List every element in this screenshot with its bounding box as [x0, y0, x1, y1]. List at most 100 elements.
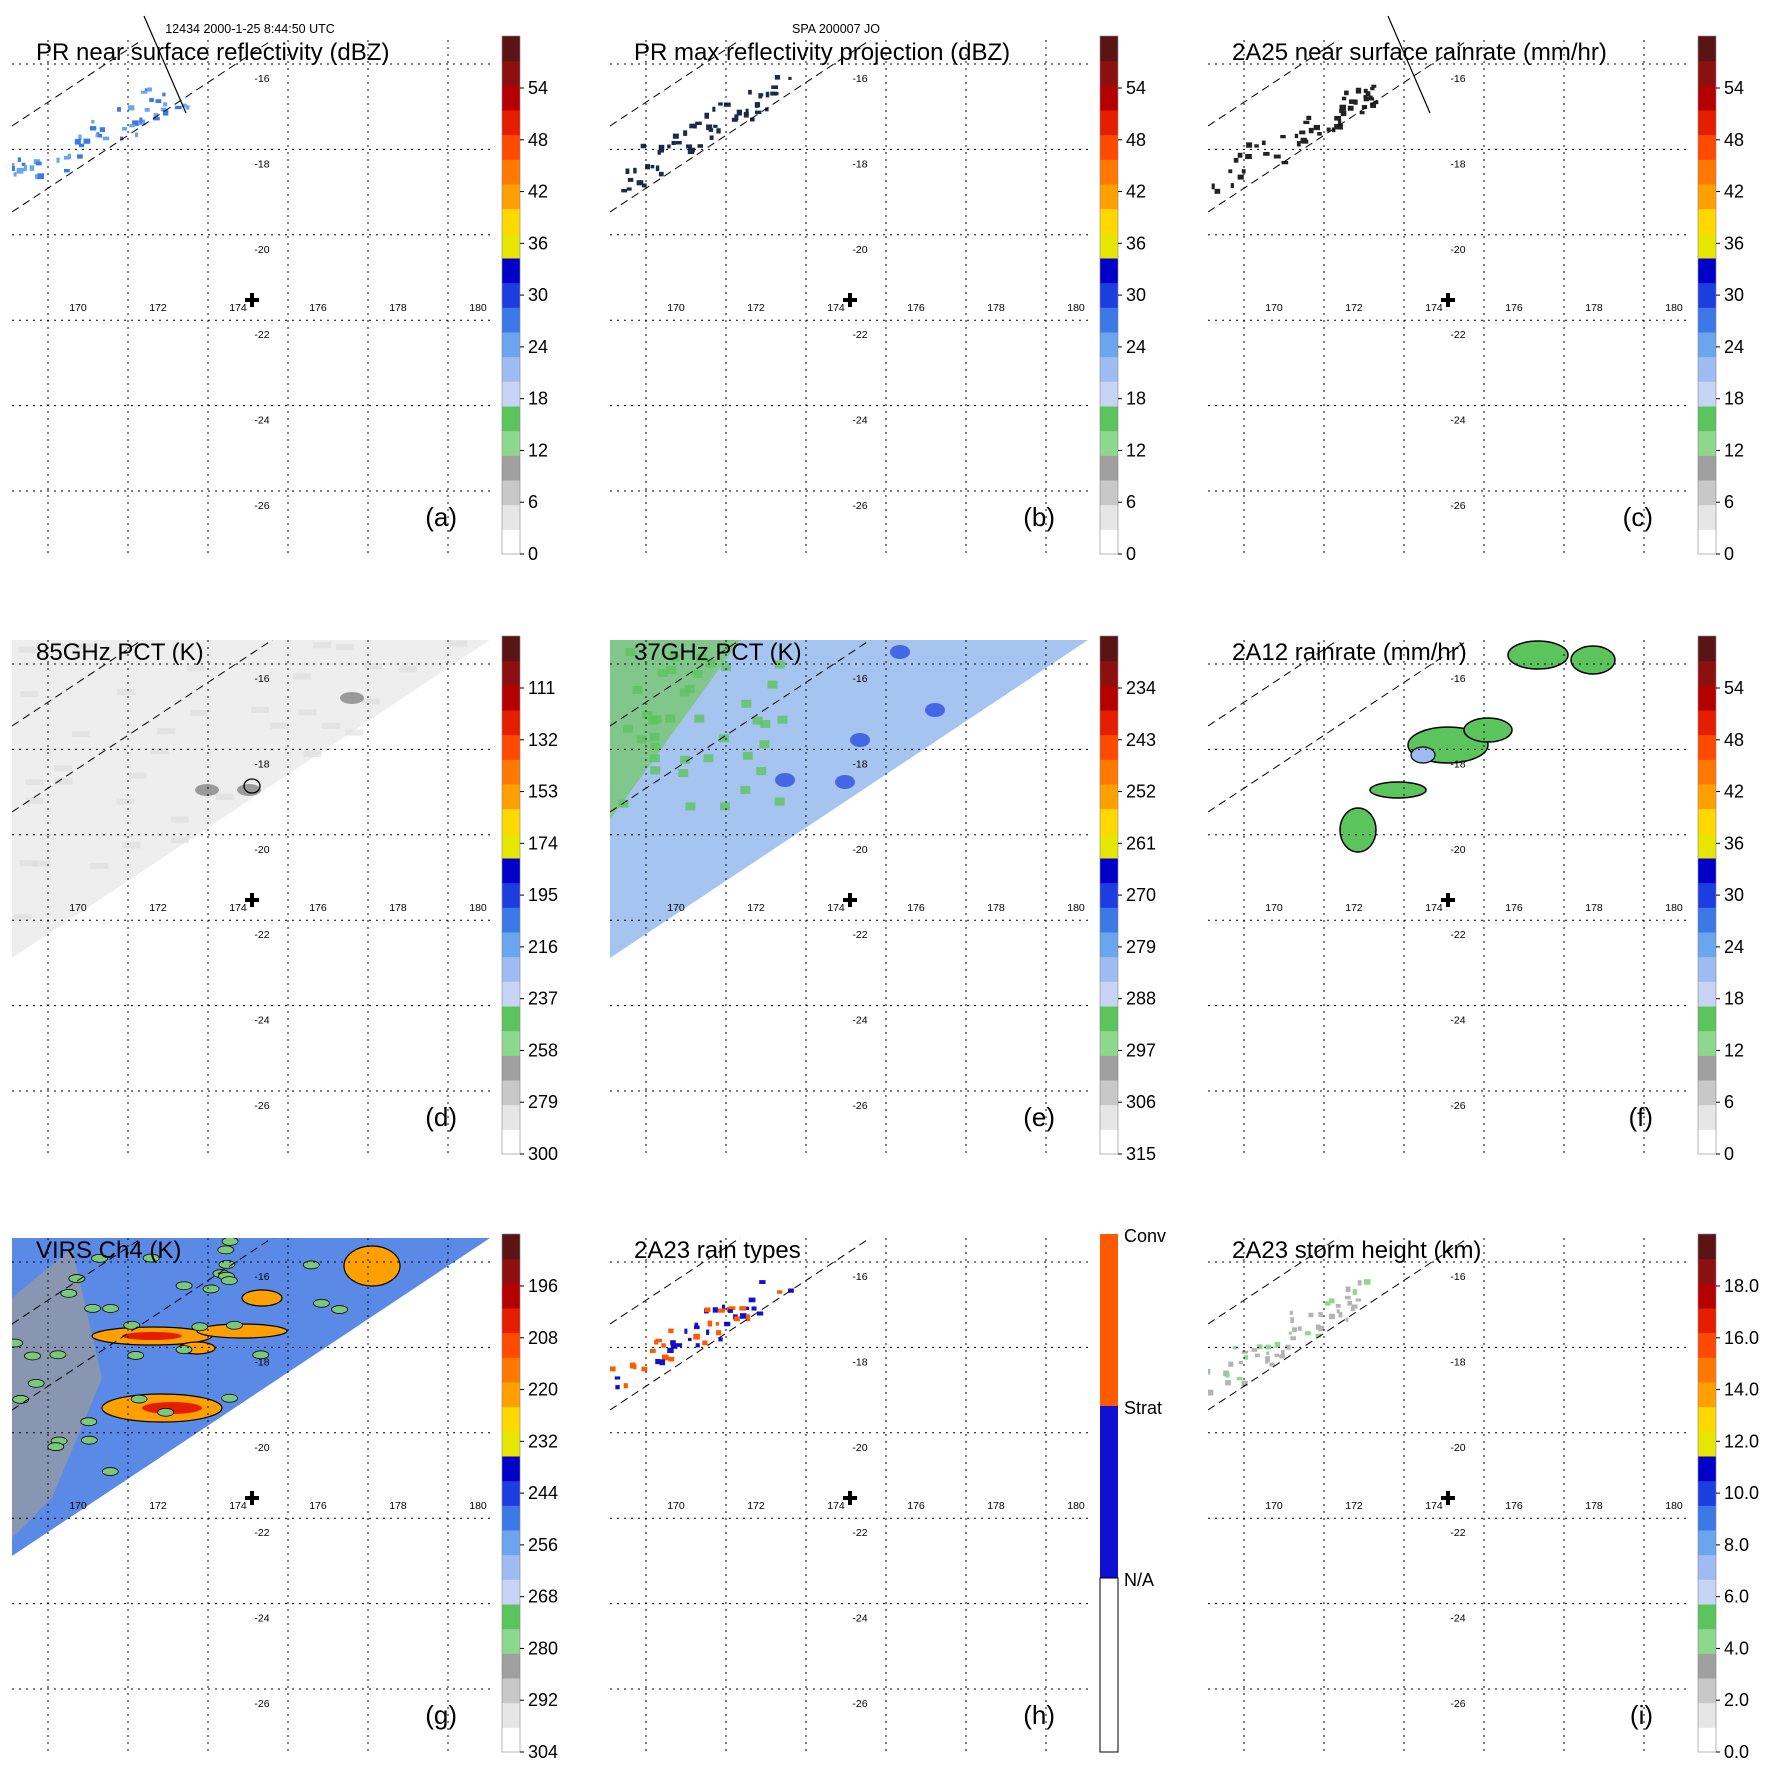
- rain-area: [1369, 781, 1427, 799]
- rain-cell: [649, 732, 660, 741]
- echo-pixel: [754, 102, 761, 108]
- colorbar-segment: [1100, 208, 1118, 234]
- colorbar-segment: [1100, 110, 1118, 136]
- colorbar-label: 6: [1724, 1092, 1734, 1112]
- colorbar-label: 54: [1126, 78, 1146, 98]
- colorbar-segment: [1698, 529, 1716, 555]
- green-patch: [12, 1395, 30, 1404]
- colorbar-label: 306: [1126, 1092, 1156, 1112]
- pct-cell: [298, 709, 317, 716]
- colorbar-label: 6: [528, 492, 538, 512]
- lat-tick-label: -18: [852, 158, 867, 170]
- rain-cell: [684, 684, 695, 693]
- lon-tick-label: 176: [1505, 1500, 1523, 1512]
- echo-pixel: [1324, 1301, 1331, 1306]
- colorbar-label: 4.0: [1724, 1638, 1749, 1658]
- echo-pixel: [1285, 1344, 1291, 1350]
- colorbar-segment: [502, 956, 520, 982]
- colorbar-segment: [502, 134, 520, 160]
- colorbar-label: 48: [1724, 730, 1744, 750]
- lon-tick-label: 170: [667, 902, 685, 914]
- colorbar-segment: [502, 381, 520, 407]
- lat-tick-label: -24: [254, 1015, 269, 1027]
- colorbar-segment: [502, 406, 520, 432]
- colorbar-segment: [1100, 307, 1118, 333]
- echo-pixel: [1269, 1362, 1275, 1367]
- pct-cell: [54, 765, 73, 772]
- echo-pixel: [64, 168, 70, 173]
- echo-pixel: [1244, 1355, 1249, 1360]
- heavy-rain: [1410, 746, 1436, 764]
- colorbar-segment: [1698, 85, 1716, 111]
- lon-ticks: 170 172 174 176 178 180: [1265, 1500, 1683, 1512]
- green-patch: [84, 1304, 102, 1313]
- pct-cell: [313, 642, 332, 649]
- colorbar-segment: [1100, 981, 1118, 1007]
- colorbar-label: 54: [1724, 78, 1744, 98]
- lat-tick-label: -26: [254, 1698, 269, 1710]
- echo-pixel: [1241, 169, 1246, 174]
- lon-tick-label: 172: [1345, 902, 1363, 914]
- echo-pixel: [1230, 183, 1234, 189]
- lon-tick-label: 174: [1425, 1500, 1443, 1512]
- colorbar-segment: [502, 1308, 520, 1334]
- pct-cell: [31, 860, 50, 867]
- green-patch: [226, 1320, 243, 1330]
- echo-pixel: [1334, 115, 1342, 121]
- colorbar-label: 18: [1724, 389, 1744, 409]
- rain-cell: [636, 735, 647, 744]
- echo-pixel: [140, 119, 145, 125]
- colorbar-segment: [1698, 636, 1716, 662]
- echo-pixel: [623, 1383, 628, 1389]
- colorbar-segment: [1100, 504, 1118, 530]
- echo-pixel: [1350, 1306, 1355, 1312]
- colorbar-segment: [1698, 1505, 1716, 1531]
- echo-pixel: [716, 1330, 722, 1336]
- colorbar-segment: [1698, 1406, 1716, 1432]
- pct-cell: [157, 728, 176, 735]
- echo-pixel: [659, 1359, 666, 1366]
- colorbar-segment: [502, 60, 520, 86]
- lon-tick-label: 176: [907, 1500, 925, 1512]
- echo-pixel: [95, 133, 101, 138]
- echo-pixel: [1326, 127, 1331, 132]
- green-patch: [80, 1435, 98, 1445]
- green-patch: [175, 1281, 193, 1291]
- echo-pixel: [668, 1356, 675, 1362]
- colorbar-segment: [1100, 1006, 1118, 1032]
- green-patch: [24, 1351, 41, 1361]
- colorbar-label: 48: [1724, 130, 1744, 150]
- pct-cell: [25, 779, 44, 786]
- colorbar-label: 208: [528, 1328, 558, 1348]
- echo-pixel: [734, 114, 739, 121]
- echo-pixel: [751, 1306, 757, 1311]
- lon-tick-label: 172: [1345, 302, 1363, 314]
- echo-pixel: [1237, 174, 1244, 180]
- colorbar-label: 18: [1724, 989, 1744, 1009]
- echo-pixel: [132, 120, 139, 126]
- colorbar-segment: [1100, 455, 1118, 481]
- rain-cell: [719, 802, 730, 811]
- echo-pixel: [657, 149, 661, 155]
- green-patch: [123, 1320, 141, 1330]
- echo-pixel: [1341, 96, 1347, 101]
- echo-pixel: [135, 132, 139, 138]
- lat-tick-label: -18: [1450, 158, 1465, 170]
- echo-pixel: [702, 1340, 708, 1346]
- lon-tick-label: 178: [987, 302, 1005, 314]
- lat-tick-label: -20: [1450, 1442, 1465, 1454]
- echo-pixel: [614, 1376, 621, 1380]
- lat-tick-label: -16: [254, 673, 269, 685]
- colorbar-segment: [502, 1505, 520, 1531]
- rain-cell: [625, 648, 636, 657]
- lon-tick-label: 176: [1505, 302, 1523, 314]
- echo-pixel: [1328, 1298, 1335, 1304]
- cold-spot: [237, 784, 261, 796]
- colorbar-label: 196: [528, 1276, 558, 1296]
- echo-pixel: [1353, 99, 1358, 105]
- swath-coverage: [12, 640, 490, 958]
- colorbar-label: 36: [1724, 233, 1744, 253]
- panel-label: (a): [425, 502, 457, 532]
- lat-tick-label: -18: [1450, 758, 1465, 770]
- colorbar-segment: [1698, 159, 1716, 185]
